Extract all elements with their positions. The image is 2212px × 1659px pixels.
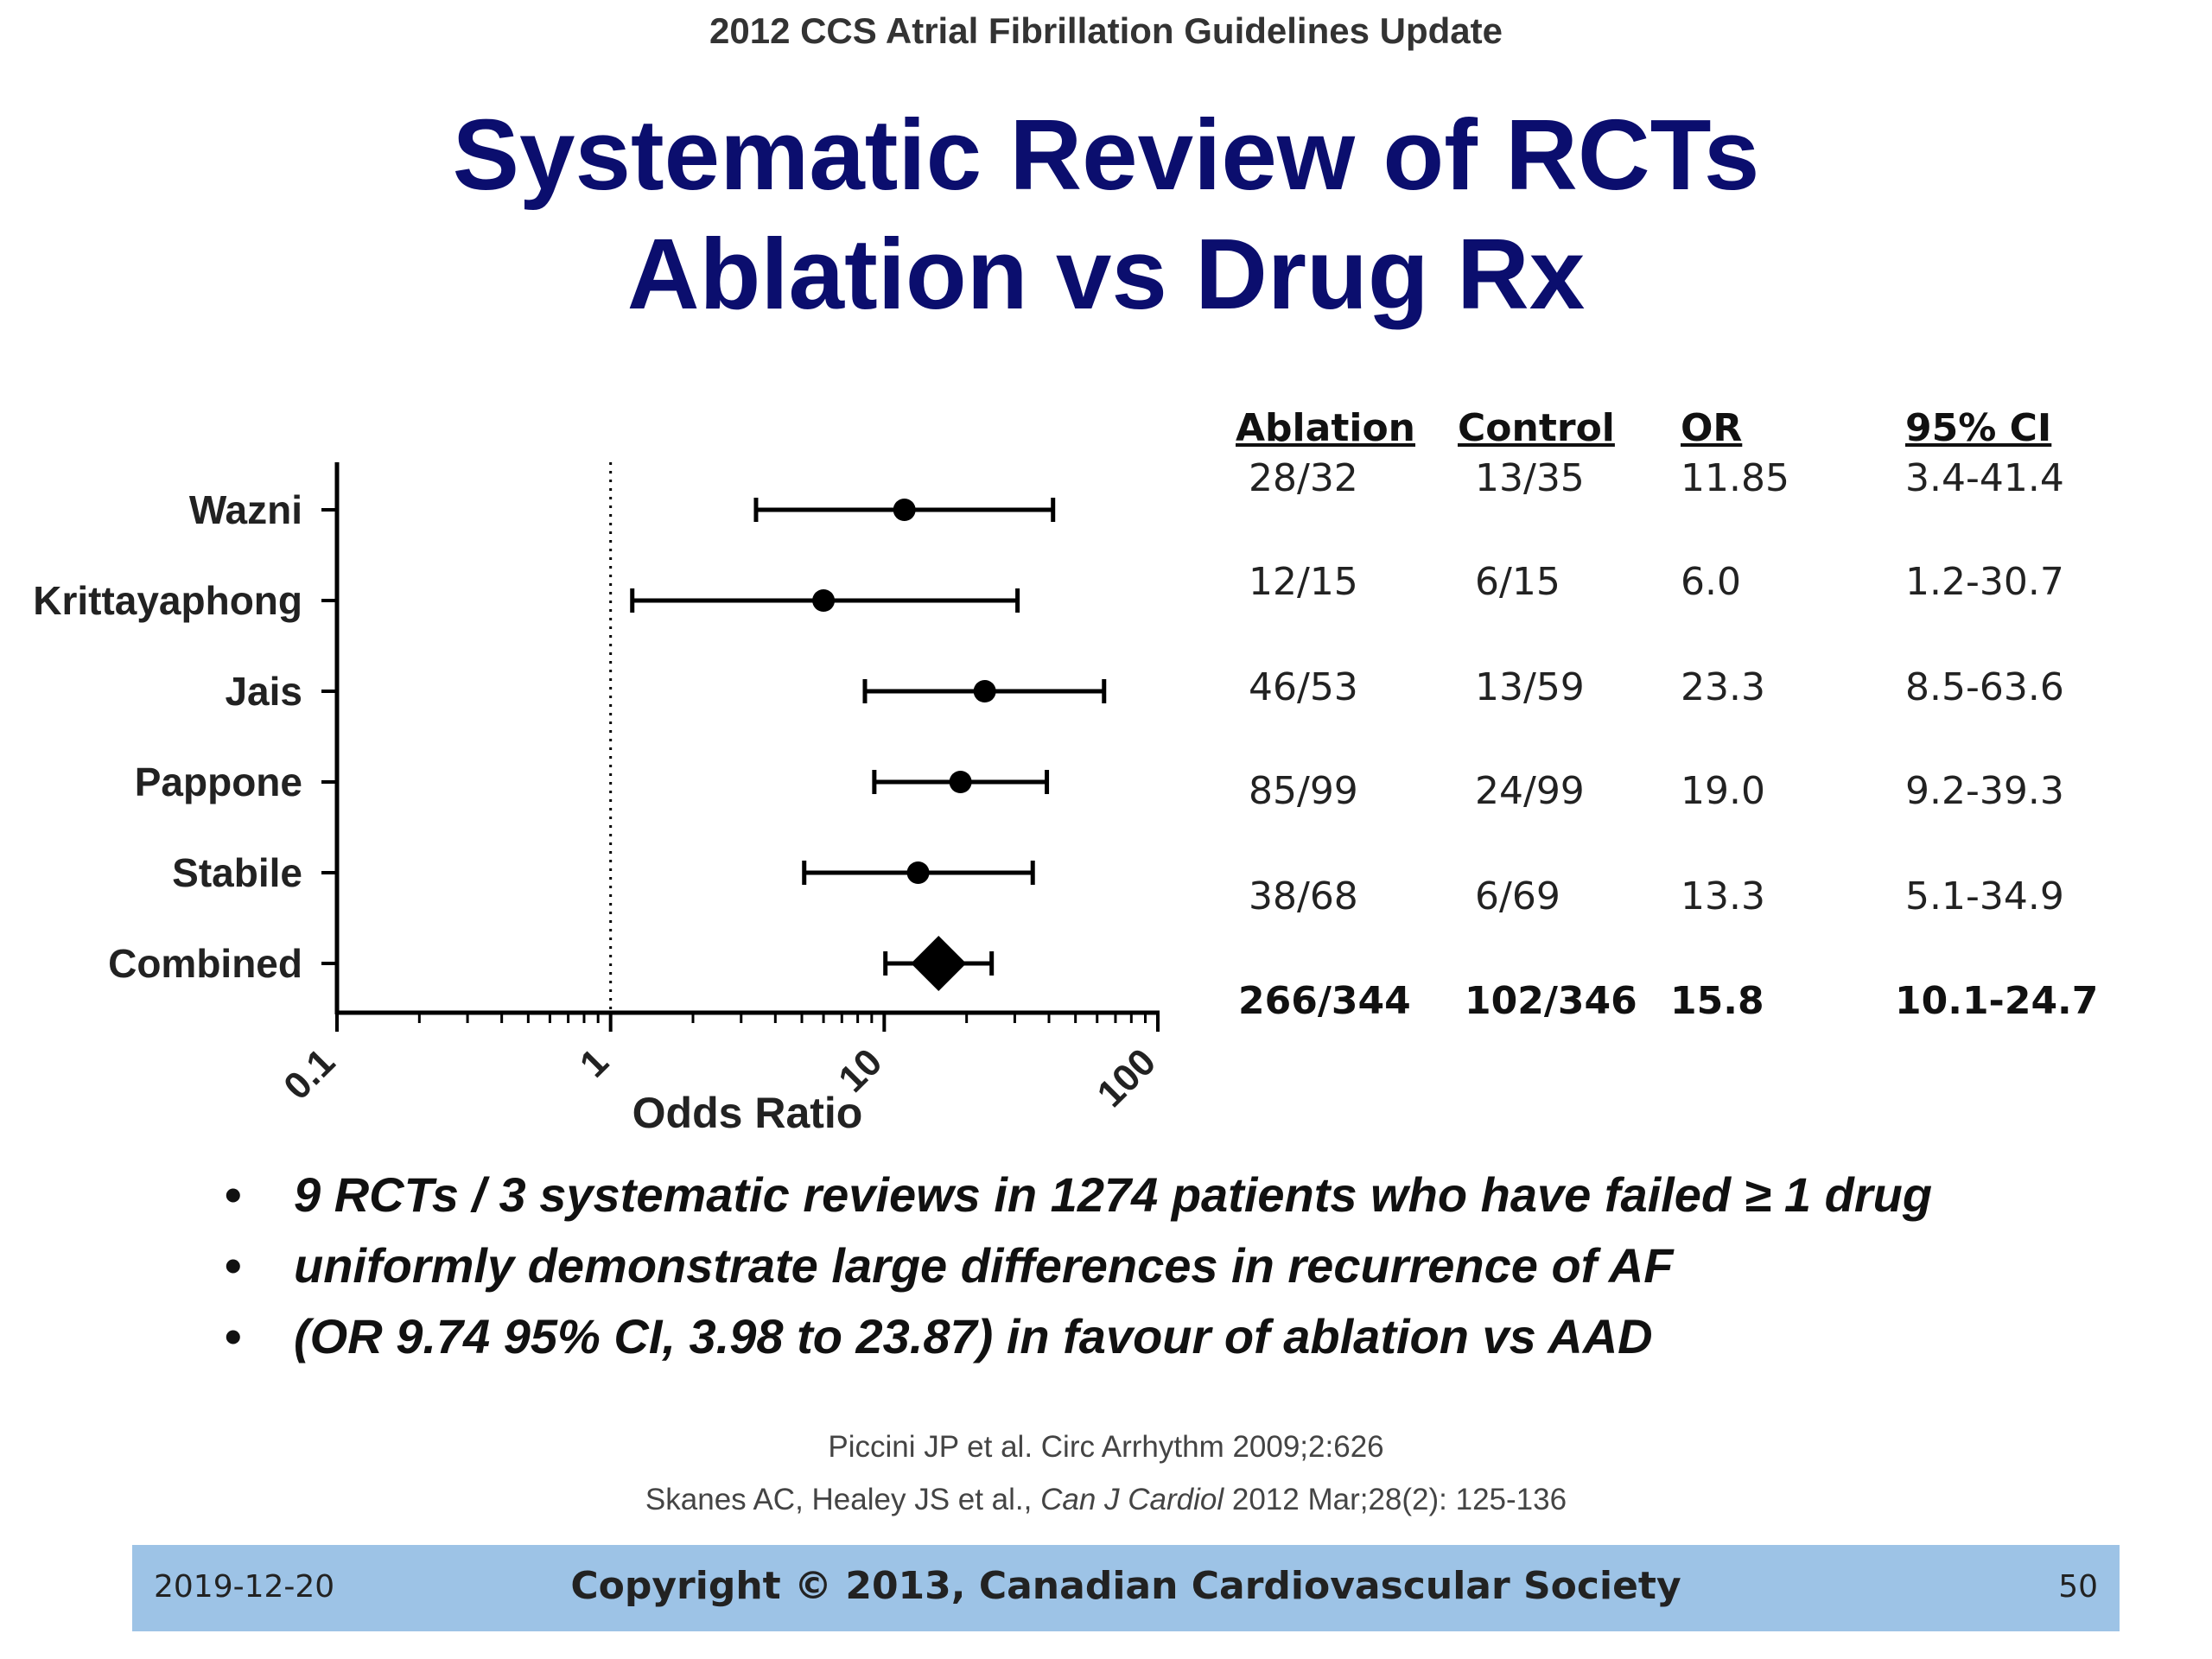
point-estimate <box>812 589 836 612</box>
pooled-estimate-diamond <box>911 936 967 991</box>
table-cell: 13/59 <box>1475 665 1585 709</box>
table-cell: 9.2-39.3 <box>1905 769 2064 813</box>
table-header: 95% CI <box>1905 406 2052 450</box>
bullet-list: • 9 RCTs / 3 systematic reviews in 1274 p… <box>207 1166 2065 1379</box>
study-label: Krittayaphong <box>33 578 302 623</box>
bullet-marker: • <box>225 1167 242 1222</box>
study-label: Pappone <box>135 760 302 804</box>
slide-title: Systematic Review of RCTs Ablation vs Dr… <box>0 95 2212 334</box>
x-tick-label: 1 <box>572 1040 617 1085</box>
title-line-1: Systematic Review of RCTs <box>452 99 1760 211</box>
bullet-text: (OR 9.74 95% CI, 3.98 to 23.87) in favou… <box>294 1309 1653 1363</box>
study-label: Jais <box>225 669 302 714</box>
x-tick-label: 100 <box>1090 1040 1165 1116</box>
table-cell: 13/35 <box>1475 456 1585 500</box>
reference-2-authors: Skanes AC, Healey JS et al., <box>645 1483 1041 1516</box>
table-cell: 38/68 <box>1249 874 1358 918</box>
bullet-item: • 9 RCTs / 3 systematic reviews in 1274 p… <box>207 1166 2065 1237</box>
table-cell: 1.2-30.7 <box>1905 560 2064 604</box>
footer-page-number: 50 <box>2058 1569 2098 1605</box>
study-label: Wazni <box>189 487 302 532</box>
table-cell: 15.8 <box>1670 979 1764 1023</box>
study-label: Combined <box>108 941 302 986</box>
footer-bar: 2019-12-20 Copyright © 2013, Canadian Ca… <box>132 1545 2120 1631</box>
table-cell: 266/344 <box>1238 979 1411 1023</box>
point-estimate <box>906 861 930 884</box>
reference-2: Skanes AC, Healey JS et al., Can J Cardi… <box>0 1483 2212 1517</box>
table-cell: 19.0 <box>1681 769 1765 813</box>
x-tick-label: 0.1 <box>276 1040 343 1108</box>
table-cell: 6/69 <box>1475 874 1560 918</box>
table-cell: 5.1-34.9 <box>1905 874 2064 918</box>
footer-copyright: Copyright © 2013, Canadian Cardiovascula… <box>570 1564 1681 1608</box>
x-axis-title: Odds Ratio <box>632 1089 863 1137</box>
forest-plot: 0.1 1 10 100 WazniKrittayaphongJaisPapponeS… <box>33 462 1165 1137</box>
bullet-item: • uniformly demonstrate large differences… <box>207 1237 2065 1308</box>
table-cell: 23.3 <box>1681 665 1765 709</box>
table-header: OR <box>1681 406 1743 450</box>
results-table: Ablation Control OR 95% CI 28/32 13/35 11.85 3.… <box>1231 406 2182 1028</box>
table-cell: 85/99 <box>1249 769 1358 813</box>
table-cell: 28/32 <box>1249 456 1358 500</box>
table-cell: 11.85 <box>1681 456 1789 500</box>
study-label: Stabile <box>172 850 302 895</box>
table-cell: 8.5-63.6 <box>1905 665 2064 709</box>
reference-2-details: 2012 Mar;28(2): 125-136 <box>1224 1483 1567 1516</box>
table-cell: 10.1-24.7 <box>1895 979 2099 1023</box>
title-line-2: Ablation vs Drug Rx <box>626 218 1586 330</box>
table-cell: 24/99 <box>1475 769 1585 813</box>
table-cell: 46/53 <box>1249 665 1358 709</box>
reference-1: Piccini JP et al. Circ Arrhythm 2009;2:6… <box>828 1430 1384 1464</box>
table-cell: 102/346 <box>1465 979 1637 1023</box>
table-header: Control <box>1458 406 1615 450</box>
point-estimate <box>973 680 996 702</box>
bullet-item: • (OR 9.74 95% CI, 3.98 to 23.87) in favo… <box>207 1308 2065 1379</box>
table-cell: 12/15 <box>1249 560 1358 604</box>
table-cell: 6.0 <box>1681 560 1741 604</box>
footer-date: 2019-12-20 <box>154 1569 335 1605</box>
bullet-marker: • <box>225 1309 242 1363</box>
top-label: 2012 CCS Atrial Fibrillation Guidelines … <box>709 10 1503 51</box>
table-cell: 13.3 <box>1681 874 1765 918</box>
bullet-marker: • <box>225 1238 242 1293</box>
reference-2-journal: Can J Cardiol <box>1040 1483 1224 1516</box>
point-estimate <box>893 499 916 521</box>
table-cell: 3.4-41.4 <box>1905 456 2064 500</box>
bullet-text: 9 RCTs / 3 systematic reviews in 1274 pa… <box>294 1167 1933 1222</box>
point-estimate <box>949 771 972 793</box>
table-header: Ablation <box>1236 406 1415 450</box>
bullet-text: uniformly demonstrate large differences … <box>294 1238 1674 1293</box>
table-cell: 6/15 <box>1475 560 1560 604</box>
